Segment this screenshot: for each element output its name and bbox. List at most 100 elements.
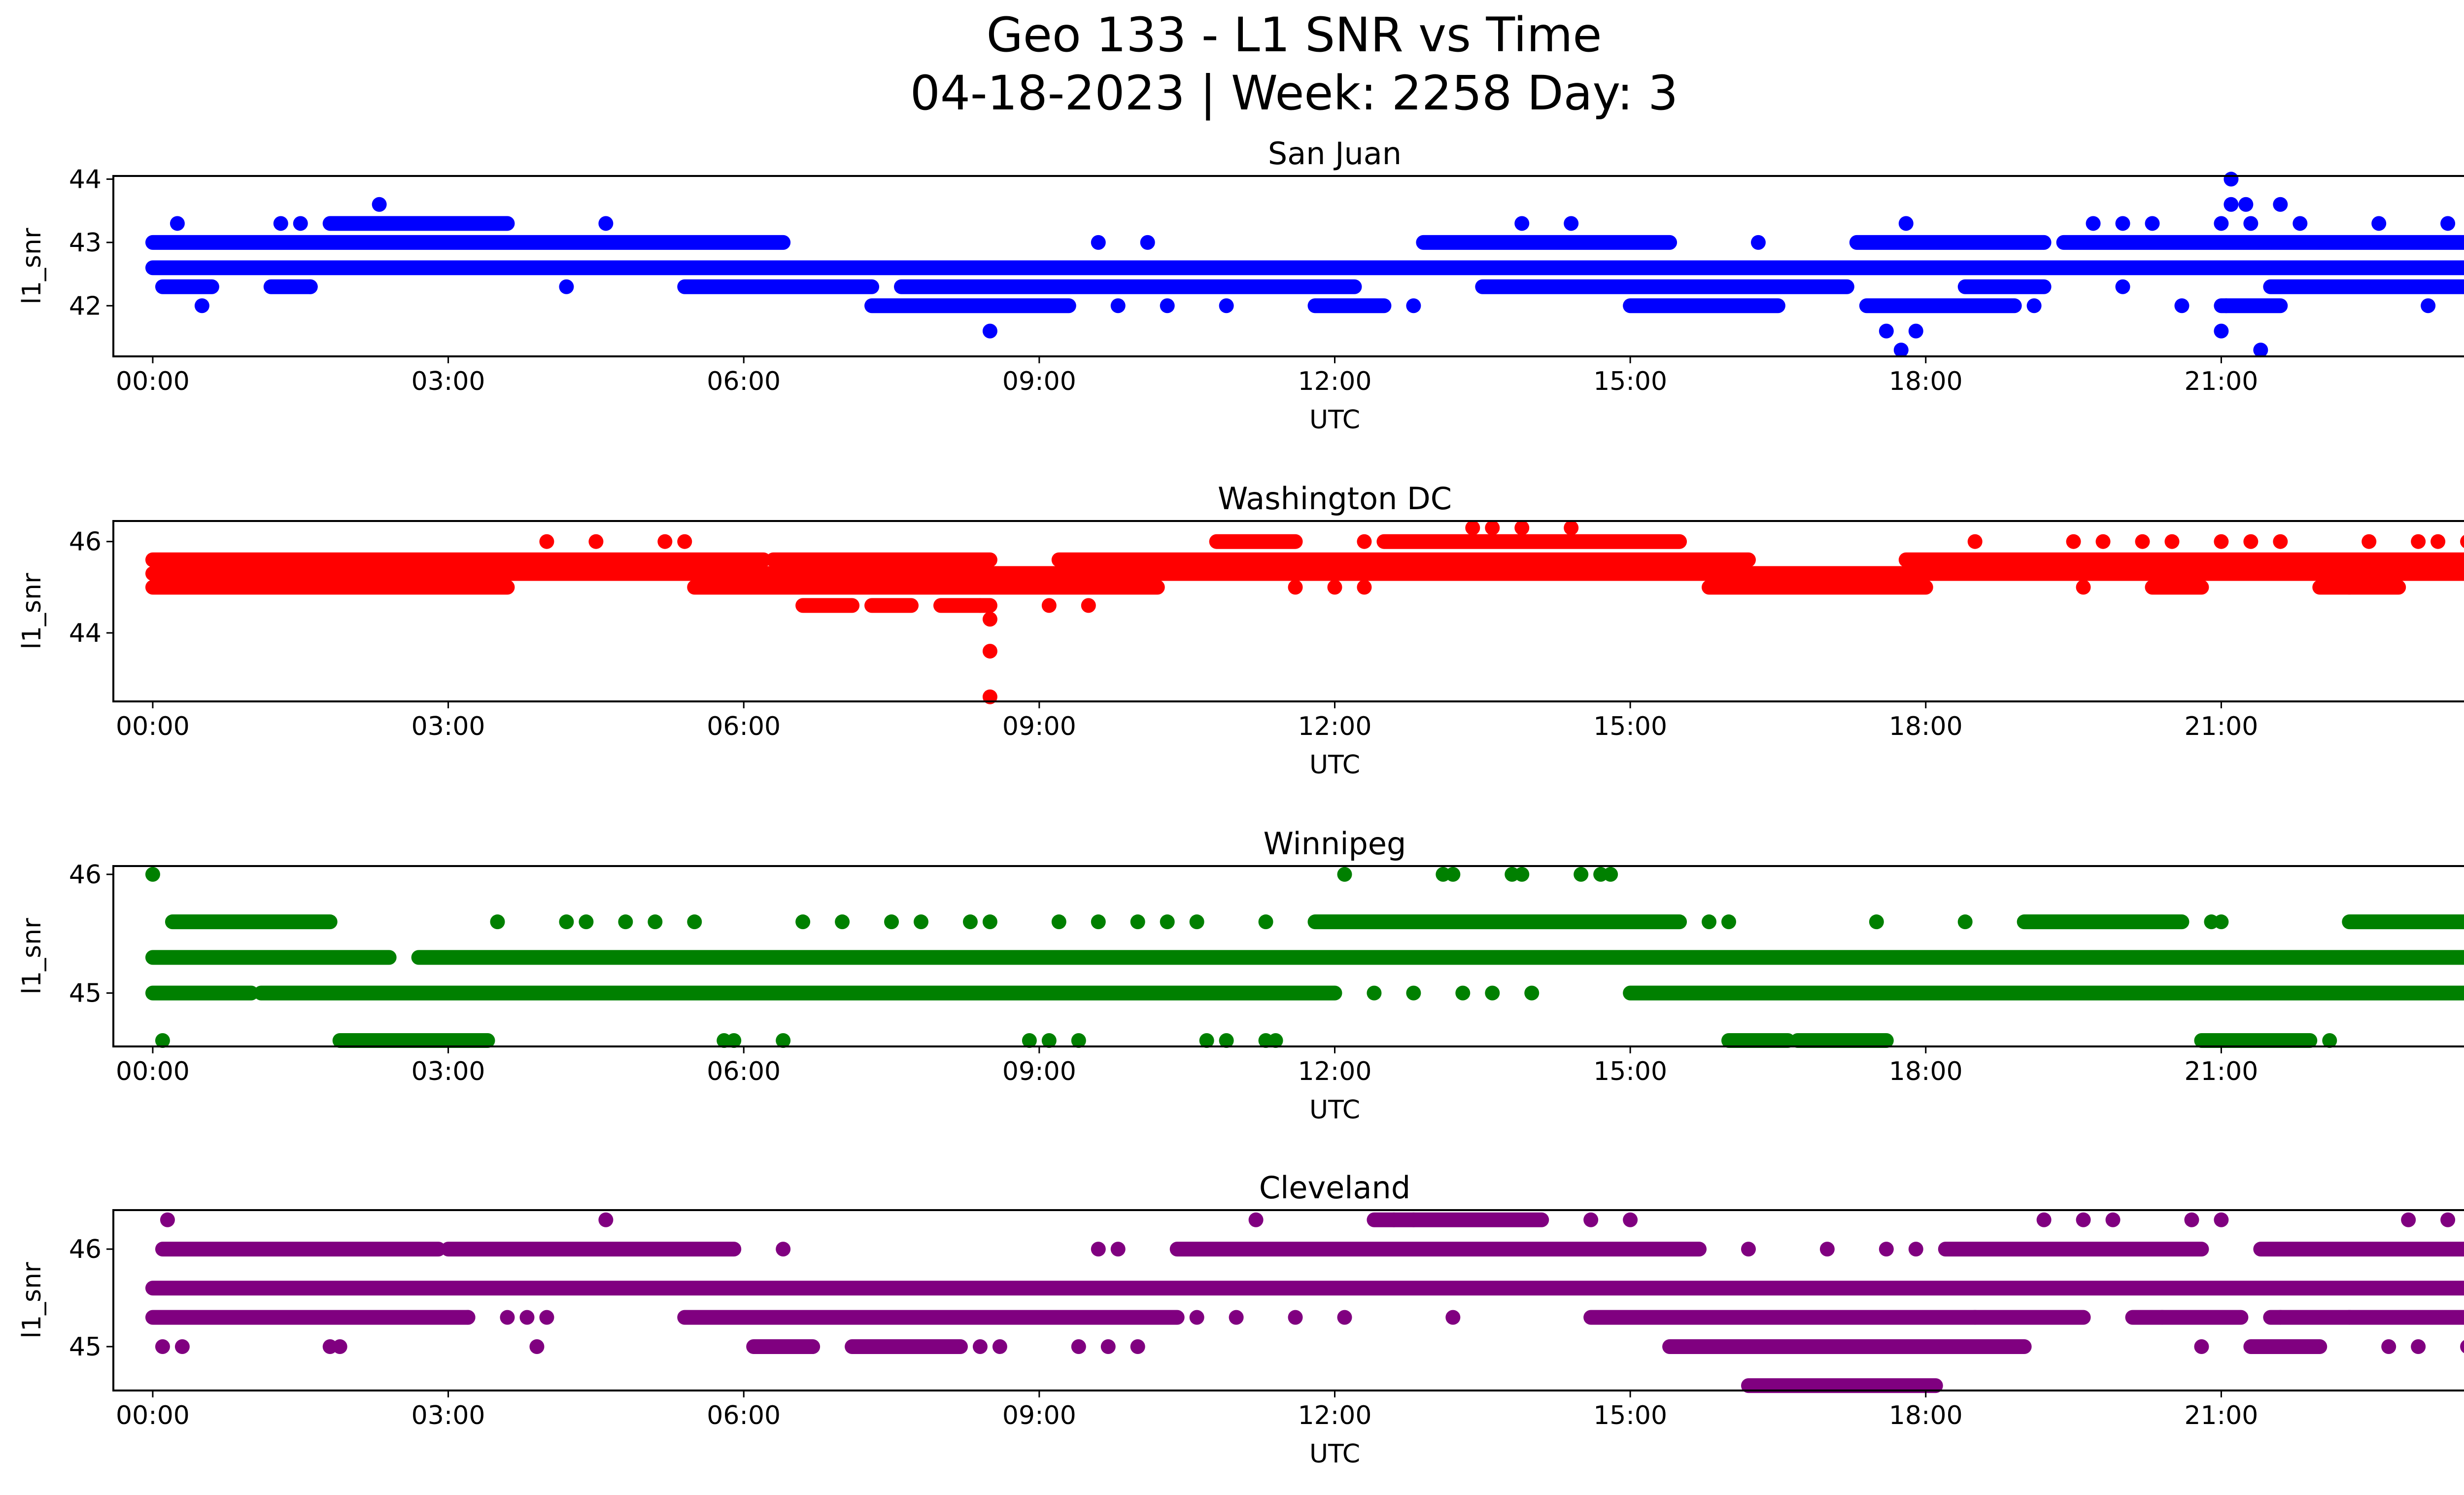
scatter-point-16 <box>1327 580 1342 595</box>
y-axis-label: l1_snr <box>17 573 47 650</box>
scatter-point-8 <box>1564 520 1579 535</box>
x-tick-label: 03:00 <box>411 367 485 396</box>
scatter-point-7 <box>687 914 702 930</box>
figure-title-line2: 04-18-2023 | Week: 2258 Day: 3 <box>910 66 1678 121</box>
x-tick-label: 06:00 <box>707 1057 781 1086</box>
scatter-point-31 <box>2076 580 2091 595</box>
scatter-point-38 <box>2184 1212 2199 1227</box>
scatter-point-28 <box>1268 1033 1283 1048</box>
y-tick-label: 46 <box>69 1235 102 1264</box>
y-tick-label: 45 <box>69 1332 102 1362</box>
scatter-point-12 <box>982 644 997 659</box>
scatter-point-14 <box>914 914 929 930</box>
x-tick-label: 21:00 <box>2184 1057 2258 1086</box>
scatter-point-26 <box>1219 1033 1234 1048</box>
scatter-point-0 <box>145 867 160 882</box>
scatter-point-25 <box>2145 216 2160 231</box>
scatter-point-5 <box>460 1310 476 1325</box>
subplots: San Juan 00:00 03:00 06:00 09:00 12:00 15:00 18… <box>17 136 2464 1469</box>
x-tick-label: 00:00 <box>116 712 190 741</box>
scatter-point-1 <box>194 298 209 313</box>
scatter-point-23 <box>2214 534 2229 549</box>
scatter-point-19 <box>2066 534 2081 549</box>
subplot-3: Cleveland 00:00 03:00 06:00 09:00 12:00 15:00 1… <box>17 1170 2464 1469</box>
scatter-point-44 <box>1721 914 1737 930</box>
scatter-point-10 <box>598 1212 614 1227</box>
scatter-point-16 <box>1564 216 1579 231</box>
scatter-point-48 <box>2214 914 2229 930</box>
scatter-point-42 <box>1524 985 1540 1001</box>
scatter-point-12 <box>835 914 850 930</box>
y-tick-label: 42 <box>69 291 102 321</box>
x-axis-label: UTC <box>1309 750 1360 780</box>
x-axis-label: UTC <box>1309 1095 1360 1125</box>
scatter-point-22 <box>2026 298 2042 313</box>
scatter-point-38 <box>2421 298 2436 313</box>
scatter-point-6 <box>648 914 663 930</box>
scatter-point-13 <box>1219 298 1234 313</box>
scatter-point-13 <box>992 1339 1007 1354</box>
scatter-point-15 <box>1091 1242 1106 1257</box>
scatter-point-37 <box>2371 216 2387 231</box>
x-tick-label: 03:00 <box>411 1401 485 1430</box>
scatter-point-50 <box>1800 1033 1815 1048</box>
scatter-point-19 <box>1893 343 1909 358</box>
scatter-point-34 <box>1514 867 1530 882</box>
scatter-point-48 <box>2460 1340 2464 1354</box>
scatter-point-18 <box>1967 534 1983 549</box>
scatter-point-3 <box>293 216 308 231</box>
scatter-point-11 <box>1110 298 1126 313</box>
scatter-point-17 <box>1750 235 1766 250</box>
scatter-point-3 <box>559 914 574 930</box>
scatter-point-31 <box>1879 1242 1894 1257</box>
scatter-point-22 <box>1130 914 1145 930</box>
scatter-point-4 <box>303 279 318 294</box>
scatter-point-15 <box>1514 216 1530 231</box>
y-tick-label: 46 <box>69 860 102 890</box>
scatter-point-35 <box>2076 1212 2091 1227</box>
scatter-point-9 <box>1534 566 1549 581</box>
scatter-point-4 <box>579 914 594 930</box>
scatter-point-18 <box>1130 1339 1145 1354</box>
scatter-point-39 <box>2194 1339 2209 1354</box>
scatter-point-40 <box>1455 985 1471 1001</box>
subplot-title: Washington DC <box>1218 481 1452 517</box>
scatter-point-24 <box>1189 914 1204 930</box>
scatter-point-30 <box>2224 197 2239 212</box>
subplot-title: Winnipeg <box>1264 826 1406 862</box>
scatter-point-18 <box>1879 323 1894 339</box>
scatter-point-4 <box>1357 534 1372 549</box>
scatter-point-40 <box>2214 1212 2229 1227</box>
scatter-point-37 <box>2155 1310 2170 1325</box>
scatter-point-39 <box>1406 985 1421 1001</box>
scatter-point-1 <box>160 1212 175 1227</box>
scatter-point-27 <box>2214 216 2229 231</box>
scatter-point-9 <box>1091 235 1106 250</box>
scatter-point-46 <box>1957 914 1973 930</box>
x-tick-label: 18:00 <box>1889 1057 1963 1086</box>
scatter-point-2 <box>657 534 673 549</box>
subplot-0: San Juan 00:00 03:00 06:00 09:00 12:00 15:00 18… <box>17 136 2464 435</box>
y-axis-label: l1_snr <box>17 1262 47 1339</box>
scatter-point-35 <box>1574 867 1589 882</box>
scatter-point-8 <box>982 323 997 339</box>
subplot-title: San Juan <box>1268 136 1402 172</box>
x-tick-label: 00:00 <box>116 1401 190 1430</box>
scatter-point-20 <box>1229 1310 1244 1325</box>
scatter-point-7 <box>519 1310 535 1325</box>
scatter-point-5 <box>618 914 633 930</box>
scatter-point-21 <box>1248 1212 1264 1227</box>
y-axis-label: l1_snr <box>17 228 47 305</box>
scatter-point-24 <box>2243 534 2259 549</box>
x-tick-label: 03:00 <box>411 712 485 741</box>
x-tick-label: 06:00 <box>707 1401 781 1430</box>
scatter-point-33 <box>1288 580 1303 595</box>
scatter-point-28 <box>1623 1212 1638 1227</box>
x-tick-label: 06:00 <box>707 367 781 396</box>
scatter-point-32 <box>2342 580 2357 595</box>
scatter-series <box>145 867 2464 1048</box>
x-tick-label: 12:00 <box>1298 1057 1372 1086</box>
scatter-point-36 <box>2115 279 2130 294</box>
scatter-point-1 <box>155 1033 170 1048</box>
scatter-point-26 <box>2174 298 2190 313</box>
